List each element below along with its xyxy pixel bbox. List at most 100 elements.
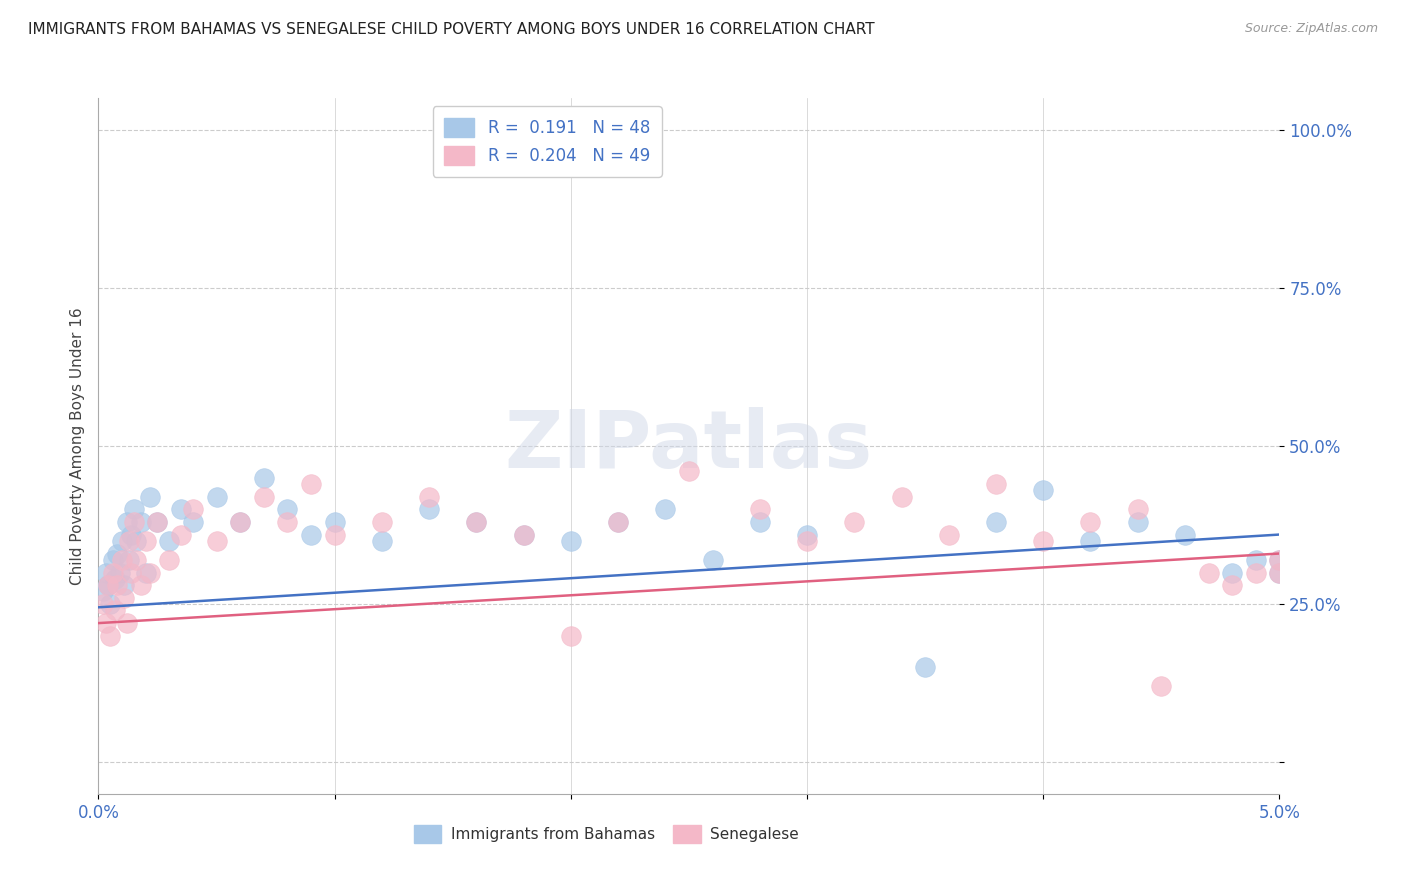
Point <box>229 515 252 529</box>
Point <box>125 553 148 567</box>
Point <box>118 533 141 548</box>
Point <box>115 515 138 529</box>
Point <box>111 533 134 548</box>
Point <box>105 578 128 592</box>
Point <box>1080 515 1102 529</box>
Point <box>299 527 322 541</box>
Point <box>1244 566 1267 580</box>
Point <box>157 553 180 567</box>
Point <box>1032 533 1054 548</box>
Point <box>146 515 169 529</box>
Point <box>607 515 630 529</box>
Point <box>104 572 127 586</box>
Point <box>465 515 488 529</box>
Point <box>938 527 960 541</box>
Point <box>205 533 228 548</box>
Point <box>139 566 162 580</box>
Point <box>512 527 534 541</box>
Point <box>115 616 138 631</box>
Point <box>108 566 131 580</box>
Point <box>702 553 724 567</box>
Point <box>97 578 120 592</box>
Point <box>418 490 440 504</box>
Text: Source: ZipAtlas.com: Source: ZipAtlas.com <box>1244 22 1378 36</box>
Point <box>276 502 298 516</box>
Point <box>560 629 582 643</box>
Point <box>91 584 114 599</box>
Point <box>111 553 134 567</box>
Point <box>181 502 204 516</box>
Point <box>914 660 936 674</box>
Point <box>104 603 127 617</box>
Point <box>844 515 866 529</box>
Point <box>1126 515 1149 529</box>
Point <box>181 515 204 529</box>
Point <box>796 527 818 541</box>
Point <box>678 464 700 478</box>
Point <box>748 515 770 529</box>
Point <box>984 515 1007 529</box>
Point <box>91 597 114 611</box>
Point <box>560 533 582 548</box>
Point <box>1268 553 1291 567</box>
Point <box>129 515 152 529</box>
Point <box>101 566 124 580</box>
Point <box>1150 679 1173 693</box>
Point <box>135 533 157 548</box>
Point <box>654 502 676 516</box>
Point <box>139 490 162 504</box>
Point <box>121 566 143 580</box>
Point <box>1174 527 1197 541</box>
Point <box>98 629 121 643</box>
Point <box>118 553 141 567</box>
Point <box>122 502 145 516</box>
Point <box>1080 533 1102 548</box>
Point <box>299 477 322 491</box>
Point <box>129 578 152 592</box>
Point <box>146 515 169 529</box>
Point <box>97 578 120 592</box>
Point <box>1126 502 1149 516</box>
Point <box>418 502 440 516</box>
Y-axis label: Child Poverty Among Boys Under 16: Child Poverty Among Boys Under 16 <box>69 307 84 585</box>
Point <box>1032 483 1054 498</box>
Point <box>112 591 135 605</box>
Point <box>170 502 193 516</box>
Point <box>121 527 143 541</box>
Point <box>98 597 121 611</box>
Point <box>101 553 124 567</box>
Point <box>371 515 394 529</box>
Text: ZIPatlas: ZIPatlas <box>505 407 873 485</box>
Point <box>607 515 630 529</box>
Point <box>105 547 128 561</box>
Text: IMMIGRANTS FROM BAHAMAS VS SENEGALESE CHILD POVERTY AMONG BOYS UNDER 16 CORRELAT: IMMIGRANTS FROM BAHAMAS VS SENEGALESE CH… <box>28 22 875 37</box>
Legend: Immigrants from Bahamas, Senegalese: Immigrants from Bahamas, Senegalese <box>408 819 804 849</box>
Point <box>323 515 346 529</box>
Point <box>94 566 117 580</box>
Point <box>94 616 117 631</box>
Point <box>1220 566 1243 580</box>
Point <box>276 515 298 529</box>
Point <box>253 490 276 504</box>
Point <box>1268 566 1291 580</box>
Point <box>253 470 276 484</box>
Point <box>465 515 488 529</box>
Point <box>157 533 180 548</box>
Point <box>1244 553 1267 567</box>
Point <box>748 502 770 516</box>
Point <box>984 477 1007 491</box>
Point <box>1198 566 1220 580</box>
Point <box>796 533 818 548</box>
Point <box>1220 578 1243 592</box>
Point <box>323 527 346 541</box>
Point <box>122 515 145 529</box>
Point <box>512 527 534 541</box>
Point <box>371 533 394 548</box>
Point <box>205 490 228 504</box>
Point <box>229 515 252 529</box>
Point <box>170 527 193 541</box>
Point <box>125 533 148 548</box>
Point <box>1268 553 1291 567</box>
Point <box>890 490 912 504</box>
Point <box>1268 566 1291 580</box>
